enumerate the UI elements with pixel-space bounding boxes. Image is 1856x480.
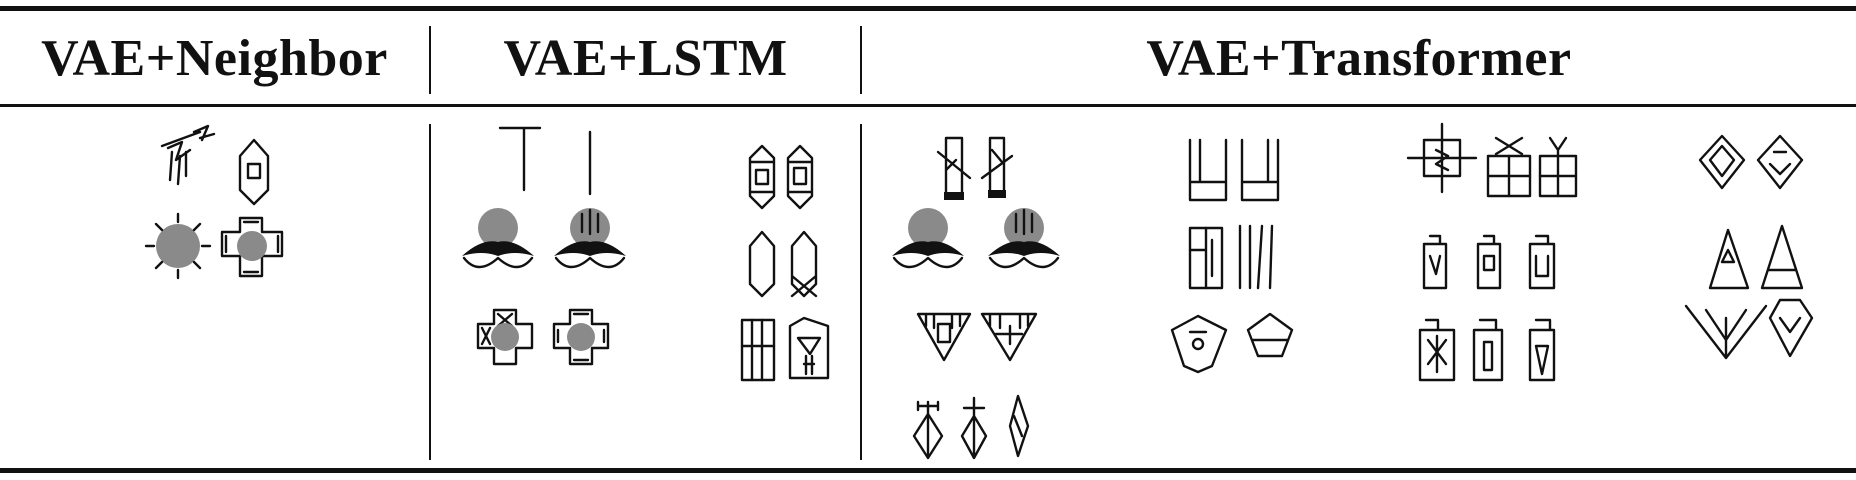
lstm-glyph-mustache-circle-2 [554, 208, 626, 269]
transformer-glyph-brackets [1188, 138, 1280, 202]
header-separator-2 [860, 26, 862, 94]
transformer-glyph-grid-boxes [1486, 136, 1578, 198]
transformer-glyph-bars [1188, 224, 1274, 290]
column-header-vae-neighbor: VAE+Neighbor [41, 29, 388, 87]
transformer-glyph-mustache-circle-1 [892, 208, 964, 269]
transformer-glyph-arrows [912, 394, 1030, 460]
transformer-glyph-chevrons [1684, 298, 1814, 360]
transformer-glyph-cylinders [936, 136, 1014, 200]
table-bottom-rule [0, 468, 1856, 473]
table-header-rule [0, 104, 1856, 107]
transformer-glyph-diamonds [1698, 134, 1804, 190]
neighbor-glyph-sun-circle [144, 212, 212, 280]
table-top-rule [0, 6, 1856, 11]
lstm-glyph-pin-1 [498, 126, 542, 192]
column-header-vae-transformer: VAE+Transformer [1146, 29, 1572, 87]
body-separator-2 [860, 124, 862, 460]
lstm-glyph-prism-pair-2 [748, 230, 818, 298]
lstm-glyph-cross-circle-1 [476, 308, 534, 366]
transformer-glyph-tag-row-2 [1418, 318, 1556, 382]
transformer-glyph-cross-box [1406, 122, 1478, 194]
lstm-glyph-prism-pair-1 [748, 144, 814, 210]
transformer-glyph-triangles [916, 312, 1038, 362]
neighbor-glyph-scribble [160, 124, 216, 186]
body-separator-1 [429, 124, 431, 460]
neighbor-glyph-cross-circle [220, 216, 284, 278]
lstm-glyph-frame-pair [740, 316, 830, 382]
neighbor-glyph-hexagon [238, 138, 270, 206]
lstm-glyph-cross-circle-2 [552, 308, 610, 366]
transformer-glyph-diamond-bells [1170, 312, 1294, 374]
header-separator-1 [429, 26, 431, 94]
column-header-vae-lstm: VAE+LSTM [503, 29, 788, 87]
transformer-glyph-a-shapes [1708, 224, 1804, 290]
transformer-glyph-tag-row-1 [1422, 234, 1556, 290]
transformer-glyph-mustache-circle-2 [988, 208, 1060, 269]
lstm-glyph-mustache-circle-1 [462, 208, 534, 269]
